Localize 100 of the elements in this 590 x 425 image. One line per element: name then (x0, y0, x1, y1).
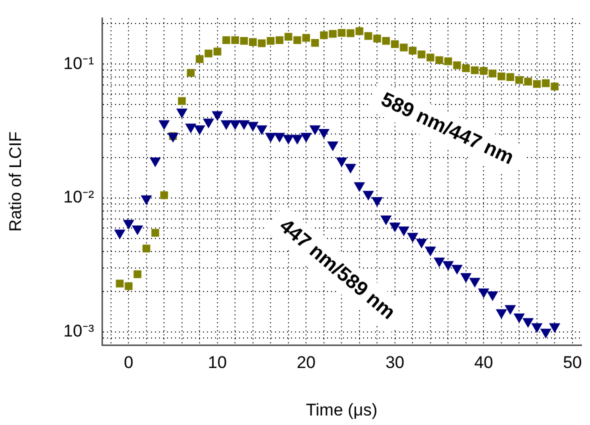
point (514, 314, 525, 324)
point (176, 108, 188, 118)
y-tick-label: 10⁻¹ (63, 54, 94, 73)
point (266, 36, 275, 45)
point (398, 226, 410, 236)
point (504, 305, 516, 315)
point (434, 258, 445, 268)
point (408, 46, 417, 55)
point (311, 38, 319, 47)
point (140, 195, 152, 206)
point (550, 82, 559, 90)
point (470, 66, 479, 74)
point (462, 64, 470, 72)
point (496, 309, 508, 319)
point (338, 28, 346, 37)
point (356, 27, 364, 36)
point (114, 230, 126, 240)
point (380, 216, 392, 226)
point (506, 73, 514, 81)
y-tick-label: 10⁻³ (63, 322, 94, 341)
x-tick-label: 50 (562, 352, 582, 372)
point (451, 264, 463, 275)
point (318, 128, 330, 139)
point (488, 70, 496, 78)
point (373, 34, 382, 42)
y-axis-title: Ratio of LCIF (6, 132, 25, 232)
point (522, 318, 534, 328)
point (478, 288, 490, 298)
point (282, 134, 294, 145)
point (274, 132, 286, 143)
point (391, 40, 399, 48)
point (292, 134, 303, 145)
point (515, 76, 524, 84)
point (327, 141, 338, 152)
point (480, 66, 488, 75)
point (150, 157, 161, 168)
point (300, 132, 312, 143)
point (185, 124, 196, 134)
x-tick-label: 40 (474, 352, 494, 372)
x-tick-label: 30 (385, 352, 404, 372)
point (442, 261, 454, 271)
point (249, 38, 257, 46)
point (240, 36, 248, 45)
point (212, 111, 224, 122)
point (202, 118, 214, 128)
x-tick-label: 0 (124, 352, 134, 372)
point (231, 36, 240, 44)
point (284, 32, 292, 41)
point (346, 29, 354, 38)
point (531, 323, 543, 333)
point (354, 182, 366, 192)
point (196, 55, 204, 63)
point (460, 273, 472, 283)
y-tick-label: 10⁻² (63, 188, 94, 207)
point (328, 30, 337, 38)
point (426, 54, 434, 62)
point (389, 222, 401, 232)
point (320, 31, 328, 40)
point (400, 44, 408, 52)
point (178, 97, 186, 105)
point (132, 225, 144, 236)
point (486, 291, 498, 302)
x-axis-title: Time (μs) (306, 400, 378, 420)
point (230, 120, 241, 130)
point (123, 220, 134, 230)
point (435, 56, 444, 64)
point (364, 32, 372, 40)
point (220, 120, 232, 130)
point (469, 278, 480, 288)
point (372, 197, 383, 207)
point (424, 246, 436, 256)
point (524, 78, 532, 86)
point (362, 190, 374, 201)
point (533, 80, 541, 88)
point (204, 50, 212, 58)
point (186, 68, 195, 77)
point (293, 36, 302, 44)
point (265, 132, 276, 143)
point (238, 120, 250, 130)
point (276, 36, 284, 44)
point (256, 125, 268, 136)
point (344, 164, 356, 174)
point (418, 50, 426, 58)
point (194, 125, 206, 136)
point (222, 36, 230, 44)
point (302, 34, 310, 42)
point (453, 61, 461, 70)
point (382, 36, 390, 45)
point (167, 132, 179, 143)
point (407, 232, 418, 243)
point (416, 238, 428, 248)
point (542, 79, 550, 88)
x-tick-label: 20 (296, 352, 316, 372)
point (309, 125, 321, 136)
point (540, 328, 552, 339)
point (498, 72, 506, 80)
point (336, 157, 348, 168)
point (247, 122, 259, 132)
point (214, 48, 222, 56)
point (549, 323, 560, 333)
